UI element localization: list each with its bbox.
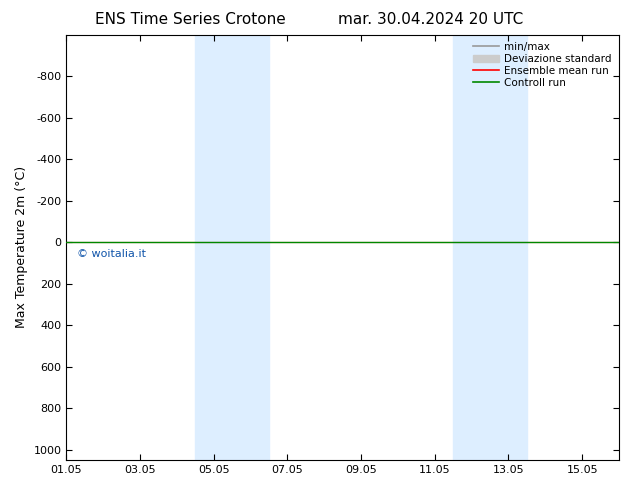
Y-axis label: Max Temperature 2m (°C): Max Temperature 2m (°C) xyxy=(15,166,28,328)
Text: © woitalia.it: © woitalia.it xyxy=(77,249,146,260)
Bar xyxy=(490,35,527,460)
Bar xyxy=(232,35,269,460)
Text: mar. 30.04.2024 20 UTC: mar. 30.04.2024 20 UTC xyxy=(339,12,524,27)
Bar xyxy=(195,35,232,460)
Legend: min/max, Deviazione standard, Ensemble mean run, Controll run: min/max, Deviazione standard, Ensemble m… xyxy=(469,38,616,92)
Text: ENS Time Series Crotone: ENS Time Series Crotone xyxy=(95,12,285,27)
Bar xyxy=(453,35,490,460)
